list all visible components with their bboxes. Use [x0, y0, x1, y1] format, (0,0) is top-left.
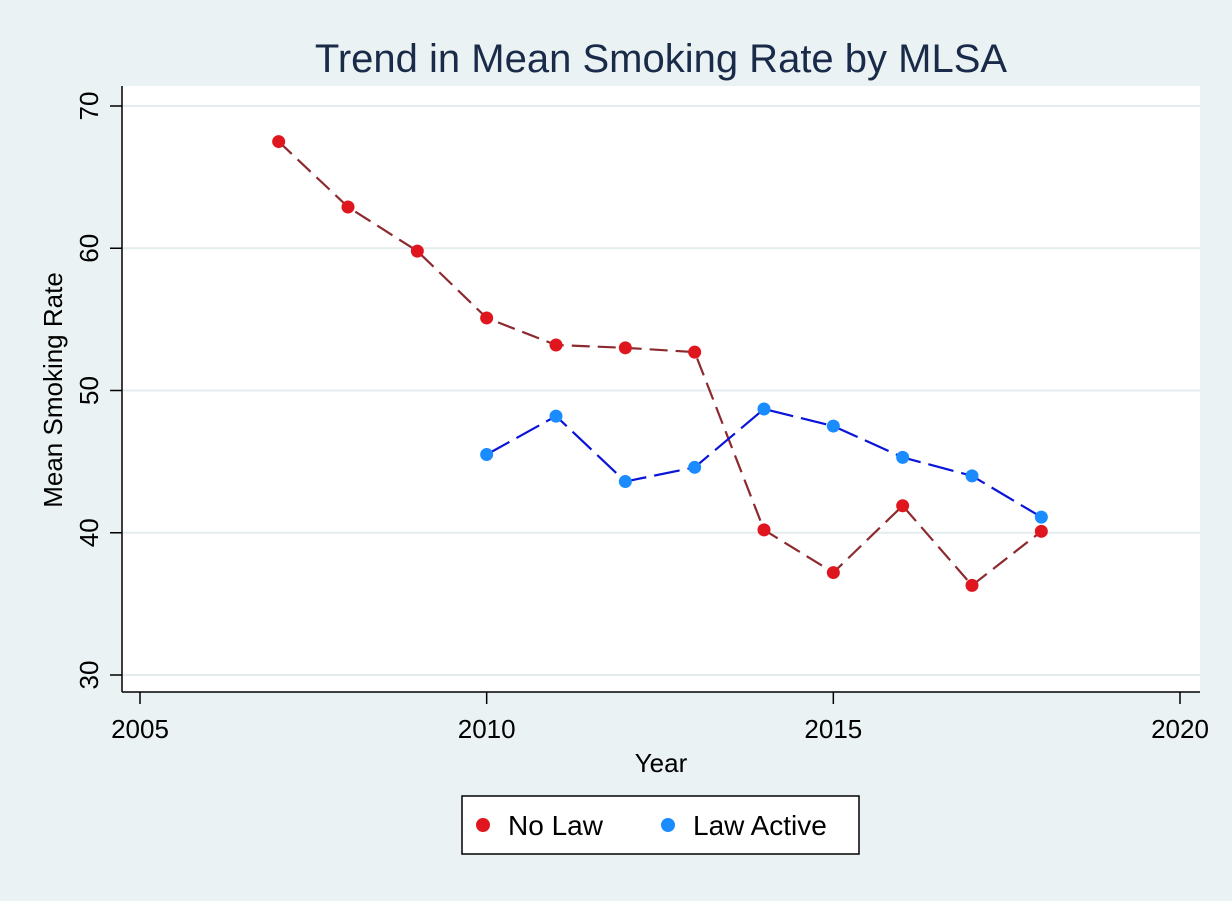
data-point [896, 499, 910, 513]
data-point [757, 402, 771, 416]
data-point [618, 341, 632, 355]
data-point [480, 448, 494, 462]
x-tick-label: 2005 [111, 714, 169, 744]
y-tick-label: 30 [74, 661, 104, 690]
data-point [965, 469, 979, 483]
series-law-active [480, 402, 1048, 524]
data-point [826, 566, 840, 580]
y-tick-label: 40 [74, 518, 104, 547]
data-point [549, 409, 563, 423]
legend-marker-law-active [661, 818, 675, 832]
axes: 30 40 50 60 70 2005 2010 2015 2020 [74, 86, 1209, 744]
x-axis-label: Year [635, 748, 688, 778]
series-layer [272, 135, 1048, 592]
x-tick-label: 2015 [804, 714, 862, 744]
data-point [410, 244, 424, 258]
y-tick-label: 70 [74, 92, 104, 121]
data-point [826, 419, 840, 433]
data-point [618, 475, 632, 489]
plot-area [122, 86, 1200, 692]
legend-marker-no-law [476, 818, 490, 832]
series-no-law [272, 135, 1048, 592]
data-point [272, 135, 286, 149]
legend-label-law-active: Law Active [693, 810, 827, 841]
data-point [1034, 524, 1048, 538]
data-point [688, 460, 702, 474]
legend-box [461, 795, 860, 855]
data-point [688, 345, 702, 359]
data-point [896, 450, 910, 464]
data-point [965, 578, 979, 592]
grid-lines [122, 105, 1200, 676]
legend-label-no-law: No Law [508, 810, 604, 841]
data-point [549, 338, 563, 352]
data-point [480, 311, 494, 325]
y-tick-label: 60 [74, 234, 104, 263]
chart-title: Trend in Mean Smoking Rate by MLSA [315, 37, 1007, 81]
x-tick-label: 2010 [458, 714, 516, 744]
y-tick-label: 50 [74, 376, 104, 405]
data-point [757, 523, 771, 537]
data-point [341, 200, 355, 214]
y-axis-label: Mean Smoking Rate [38, 272, 68, 508]
legend: No Law Law Active [461, 795, 860, 855]
series-line [277, 140, 1043, 587]
data-point [1034, 510, 1048, 524]
series-line [486, 407, 1042, 519]
x-tick-label: 2020 [1151, 714, 1209, 744]
